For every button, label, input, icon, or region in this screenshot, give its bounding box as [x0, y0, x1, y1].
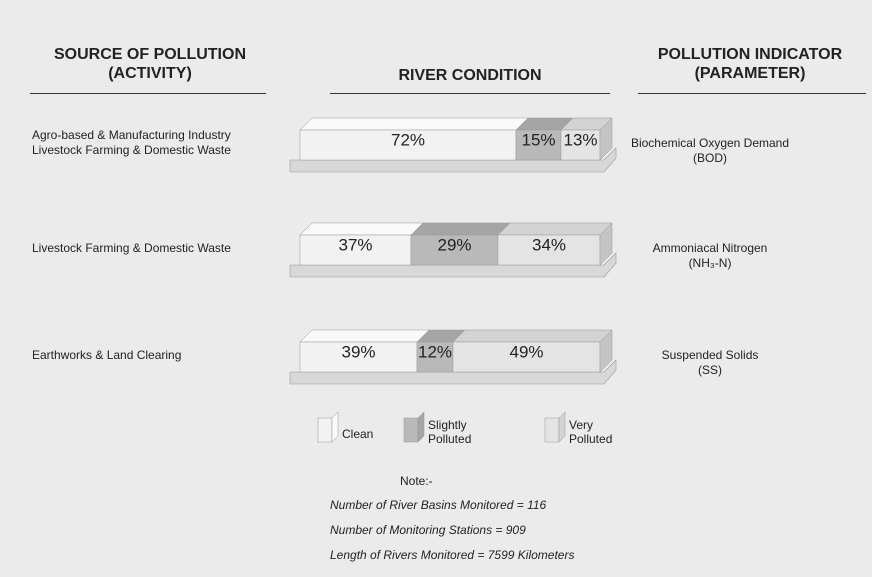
header-condition: RIVER CONDITION: [398, 67, 542, 84]
legend-swatch: [317, 417, 333, 443]
rule: [30, 93, 266, 94]
legend-label: Slightly Polluted: [428, 418, 472, 446]
value-label: 37%: [338, 235, 372, 254]
legend-label: Clean: [342, 427, 374, 441]
source-label: Earthworks & Land Clearing: [32, 348, 182, 362]
bar-segment: [416, 341, 454, 373]
bar-segment: [497, 234, 601, 266]
note: Number of Monitoring Stations = 909: [330, 523, 526, 537]
rule: [638, 93, 866, 94]
note: Number of River Basins Monitored = 116: [330, 498, 547, 512]
value-label: 49%: [509, 342, 543, 361]
bar-side: [599, 117, 613, 161]
legend-label: Very Polluted: [569, 418, 613, 446]
source-label: Livestock Farming & Domestic Waste: [32, 241, 231, 255]
legend-swatch: [403, 417, 419, 443]
source-label: Agro-based & Manufacturing Industry Live…: [32, 128, 231, 157]
bar-segment: [560, 129, 601, 161]
bar-segment: [515, 129, 562, 161]
bar-top: [410, 222, 511, 236]
bar-top: [299, 222, 424, 236]
bar-top: [452, 329, 613, 343]
parameter-label: Biochemical Oxygen Demand (BOD): [630, 136, 790, 165]
rule: [330, 93, 610, 94]
bar-segment: [299, 341, 418, 373]
legend-swatch-side: [331, 411, 339, 443]
value-label: 34%: [532, 235, 566, 254]
legend-swatch: [544, 417, 560, 443]
legend-swatch-side: [417, 411, 425, 443]
bar-top: [299, 117, 529, 131]
value-label: 13%: [563, 130, 597, 149]
bar-side: [599, 222, 613, 266]
value-label: 15%: [521, 130, 555, 149]
bar-segment: [452, 341, 601, 373]
parameter-label: Suspended Solids (SS): [661, 348, 759, 377]
bar-top: [497, 222, 613, 236]
note-title: Note:-: [400, 474, 433, 488]
header-indicator: POLLUTION INDICATOR (PARAMETER): [657, 46, 843, 82]
bar-segment: [410, 234, 499, 266]
value-label: 72%: [391, 130, 425, 149]
bar-top: [299, 329, 430, 343]
bar-segment: [299, 129, 517, 161]
note: Length of Rivers Monitored = 7599 Kilome…: [330, 548, 575, 562]
bar-side: [599, 329, 613, 373]
value-label: 39%: [341, 342, 375, 361]
legend-swatch-side: [558, 411, 566, 443]
header-source: SOURCE OF POLLUTION (ACTIVITY): [54, 46, 246, 82]
value-label: 12%: [418, 342, 452, 361]
value-label: 29%: [437, 235, 471, 254]
parameter-label: Ammoniacal Nitrogen (NH₃-N): [652, 241, 768, 270]
bar-segment: [299, 234, 412, 266]
